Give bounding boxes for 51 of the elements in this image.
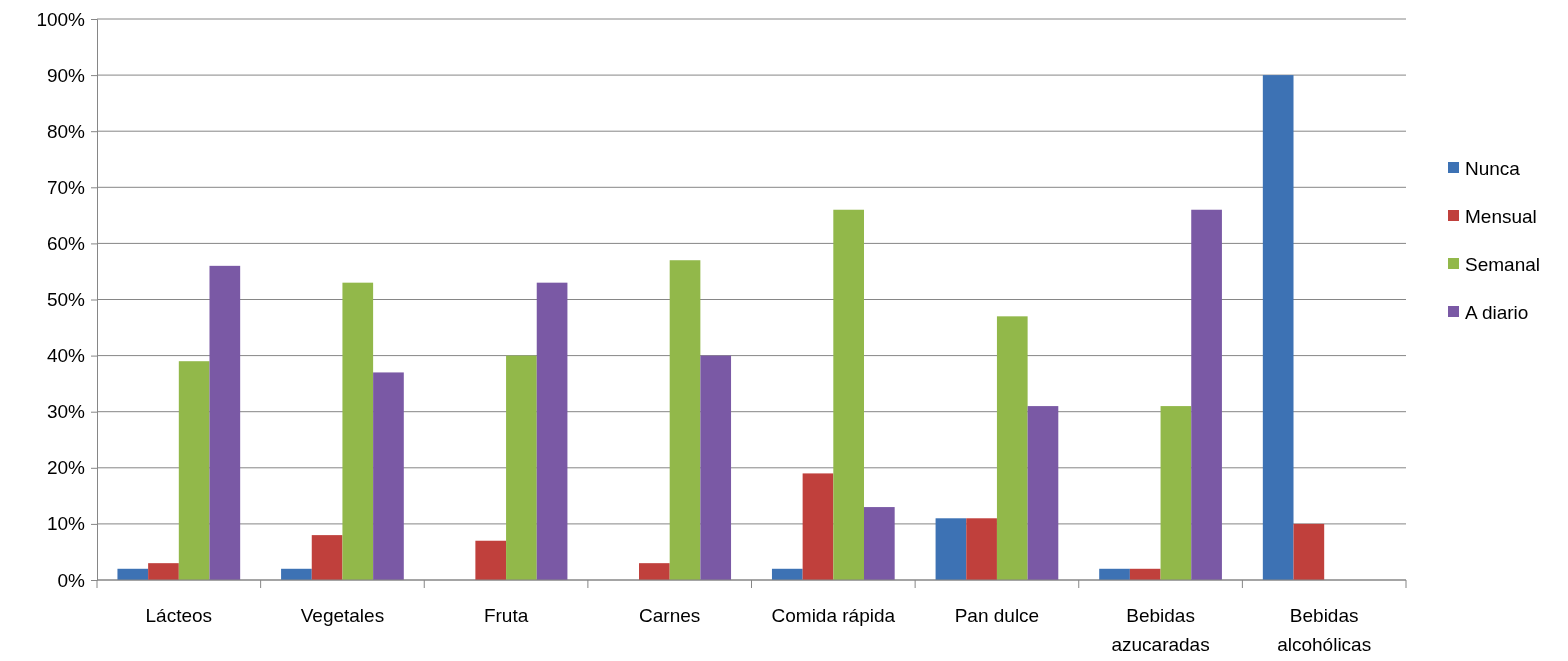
bar bbox=[935, 518, 967, 580]
bar bbox=[178, 361, 210, 580]
bar bbox=[117, 568, 149, 580]
x-tick-label: Fruta bbox=[483, 605, 529, 626]
bar bbox=[209, 265, 241, 580]
x-tick-label: Comida rápida bbox=[771, 605, 896, 626]
bar bbox=[966, 518, 997, 580]
y-tick-label: 100% bbox=[36, 8, 86, 30]
bar bbox=[1027, 406, 1059, 580]
x-tick-label: Bebidas alcohólicas bbox=[1277, 605, 1372, 655]
y-tick-label: 20% bbox=[46, 457, 86, 479]
bar bbox=[669, 260, 701, 580]
bar bbox=[833, 209, 864, 580]
y-tick-label: 70% bbox=[46, 176, 86, 198]
bar bbox=[1160, 406, 1192, 580]
bar bbox=[506, 355, 537, 580]
bar bbox=[342, 282, 374, 580]
bar bbox=[996, 316, 1028, 580]
bar bbox=[1262, 75, 1294, 580]
legend-label: Nunca bbox=[1465, 158, 1521, 179]
y-tick-label: 30% bbox=[46, 401, 86, 423]
bar bbox=[639, 563, 670, 580]
bar bbox=[311, 535, 343, 580]
legend-label: Semanal bbox=[1465, 254, 1540, 275]
y-tick-label: 80% bbox=[46, 120, 86, 142]
y-tick-label: 0% bbox=[57, 569, 86, 591]
x-tick-label: Carnes bbox=[639, 605, 701, 626]
bar bbox=[863, 507, 895, 580]
bar bbox=[1191, 209, 1222, 580]
x-tick-label: Lácteos bbox=[145, 605, 213, 626]
y-tick-label: 40% bbox=[46, 345, 86, 367]
y-tick-label: 10% bbox=[46, 513, 86, 535]
bar bbox=[802, 473, 834, 580]
bar bbox=[148, 563, 179, 580]
bar bbox=[700, 355, 732, 580]
legend-label: Mensual bbox=[1465, 206, 1537, 227]
x-tick-label: Bebidas azucaradas bbox=[1111, 605, 1210, 655]
bar bbox=[1099, 568, 1130, 580]
y-tick-label: 90% bbox=[46, 64, 86, 86]
x-tick-label: Pan dulce bbox=[954, 605, 1040, 626]
bar bbox=[373, 372, 404, 580]
y-tick-label: 60% bbox=[46, 232, 86, 254]
bar bbox=[475, 540, 507, 580]
bar bbox=[1129, 568, 1161, 580]
x-tick-label: Vegetales bbox=[300, 605, 385, 626]
legend-label: A diario bbox=[1465, 302, 1529, 323]
bar bbox=[536, 282, 568, 580]
y-tick-label: 50% bbox=[46, 289, 86, 311]
bar bbox=[1293, 523, 1325, 580]
bar bbox=[771, 568, 803, 580]
bar bbox=[281, 568, 312, 580]
